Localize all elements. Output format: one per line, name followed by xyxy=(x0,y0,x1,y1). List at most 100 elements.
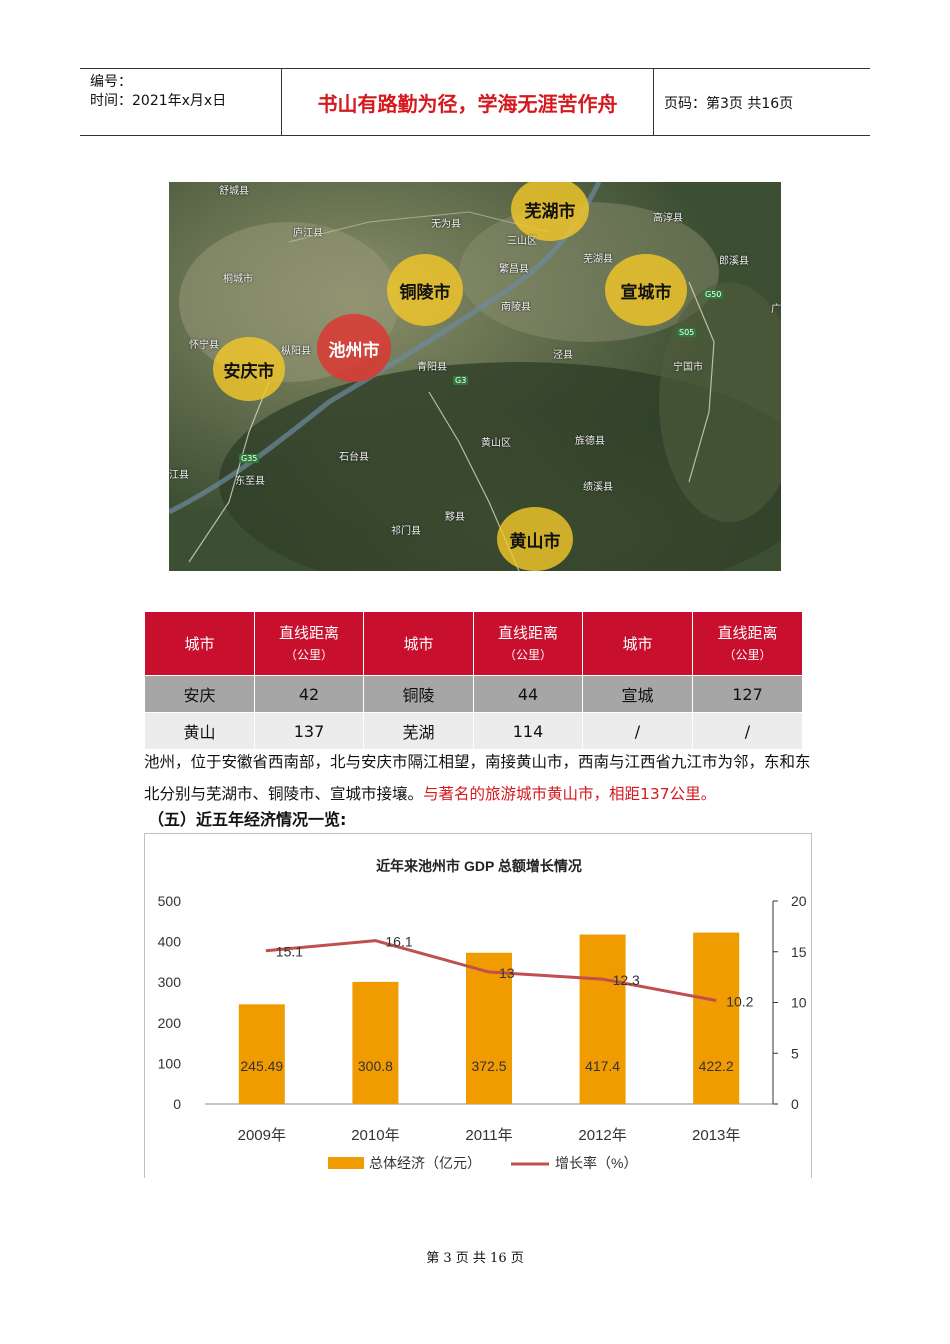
place-label: 芜湖县 xyxy=(583,254,613,265)
location-map: 芜湖市 铜陵市 宣城市 池州市 安庆市 黄山市 舒城县 无为县 高淳县 庐江县 … xyxy=(169,182,781,571)
table-cell: / xyxy=(582,712,693,750)
y-right-tick-label: 20 xyxy=(791,893,807,909)
x-tick-label: 2009年 xyxy=(238,1127,286,1144)
place-label: 南陵县 xyxy=(501,302,531,313)
bar xyxy=(352,981,399,1104)
table-header-row: 城市 直线距离 （公里） 城市 直线距离 （公里） 城市 直线距离 （公里） xyxy=(144,611,803,676)
place-label: 石台县 xyxy=(339,452,369,463)
bar xyxy=(238,1004,285,1104)
y-left-tick-label: 500 xyxy=(158,893,182,909)
location-paragraph: 池州，位于安徽省西南部，北与安庆市隔江相望，南接黄山市，西南与江西省九江市为邻，… xyxy=(144,746,824,810)
table-cell: 42 xyxy=(254,675,364,713)
paragraph-highlight: 与著名的旅游城市黄山市，相距137公里。 xyxy=(423,785,717,803)
col-header-distance: 直线距离 （公里） xyxy=(692,611,803,676)
place-label: 怀宁县 xyxy=(189,340,219,351)
y-left-tick-label: 200 xyxy=(158,1015,182,1031)
bar-data-label: 300.8 xyxy=(358,1058,393,1074)
y-right-tick-label: 10 xyxy=(791,995,807,1011)
table-cell: / xyxy=(692,712,803,750)
city-tongling: 铜陵市 xyxy=(387,254,463,326)
line-data-label: 16.1 xyxy=(385,934,412,950)
y-left-tick-label: 100 xyxy=(158,1055,182,1071)
place-label: 桐城市 xyxy=(223,274,253,285)
y-right-tick-label: 0 xyxy=(791,1096,799,1112)
bar-data-label: 245.49 xyxy=(240,1058,283,1074)
place-label: 繁昌县 xyxy=(499,264,529,275)
page-footer: 第 3 页 共 16 页 xyxy=(426,1251,524,1266)
table-cell: 127 xyxy=(692,675,803,713)
line-data-label: 10.2 xyxy=(726,993,753,1009)
city-huangshan: 黄山市 xyxy=(497,507,573,571)
header-motto: 书山有路勤为径，学海无涯苦作舟 xyxy=(282,69,654,135)
col-header-distance: 直线距离 （公里） xyxy=(473,611,583,676)
place-label: 黄山区 xyxy=(481,438,511,449)
legend-bar-label: 总体经济（亿元） xyxy=(369,1155,481,1171)
bar-data-label: 422.2 xyxy=(699,1058,734,1074)
place-label: 无为县 xyxy=(431,219,461,230)
road-sign: G35 xyxy=(239,454,260,463)
header-info: 编号： 时间：2021年x月x日 xyxy=(80,69,282,135)
x-tick-label: 2011年 xyxy=(465,1127,512,1144)
col-header-city: 城市 xyxy=(582,611,693,676)
line-data-label: 15.1 xyxy=(276,944,303,960)
place-label: 祁门县 xyxy=(391,526,421,537)
chart-title: 近年来池州市 GDP 总额增长情况 xyxy=(376,858,582,874)
legend-bar-swatch xyxy=(328,1157,364,1169)
place-label: 三山区 xyxy=(507,236,537,247)
gdp-chart-svg: 近年来池州市 GDP 总额增长情况 0 100 200 300 400 500 0 5 10 15 2… xyxy=(158,858,807,1171)
gdp-chart: 近年来池州市 GDP 总额增长情况 0 100 200 300 400 500 0 5 10 15 2… xyxy=(144,833,812,1178)
place-label: 绩溪县 xyxy=(583,482,613,493)
bar-data-label: 372.5 xyxy=(471,1058,506,1074)
growth-rate-line xyxy=(265,939,717,1002)
bar-data-label: 417.4 xyxy=(585,1058,620,1074)
city-anqing: 安庆市 xyxy=(213,337,285,401)
col-header-city: 城市 xyxy=(144,611,255,676)
paragraph-text: 池州，位于安徽省西南部，北与安庆市隔江相望，南接黄山市，西南与江西省九江市为邻，… xyxy=(144,753,811,803)
header-page-label: 页码：第3页 共16页 xyxy=(664,96,794,112)
city-xuancheng: 宣城市 xyxy=(605,254,687,326)
y-right-tick-label: 5 xyxy=(791,1045,799,1061)
time-label: 时间：2021年x月x日 xyxy=(90,93,227,109)
place-label: 高淳县 xyxy=(653,213,683,224)
y-right-tick-label: 15 xyxy=(791,944,807,960)
table-cell: 铜陵 xyxy=(363,675,474,713)
col-header-city: 城市 xyxy=(363,611,474,676)
table-row: 安庆 42 铜陵 44 宣城 127 xyxy=(144,675,803,713)
place-label: 江县 xyxy=(169,470,189,481)
city-chizhou: 池州市 xyxy=(317,314,391,382)
table-cell: 宣城 xyxy=(582,675,693,713)
bar xyxy=(466,952,512,1104)
y-left-tick-label: 0 xyxy=(173,1096,181,1112)
road-sign: G3 xyxy=(453,376,469,385)
place-label: 郎溪县 xyxy=(719,256,749,267)
x-tick-label: 2012年 xyxy=(578,1127,626,1144)
x-tick-label: 2013年 xyxy=(692,1127,740,1144)
bar xyxy=(579,934,626,1104)
table-cell: 44 xyxy=(473,675,583,713)
table-cell: 芜湖 xyxy=(363,712,474,750)
table-cell: 黄山 xyxy=(144,712,255,750)
place-label: 广 xyxy=(771,304,781,315)
road-sign: G50 xyxy=(703,290,724,299)
map-terrain xyxy=(169,182,781,571)
section-heading: （五）近五年经济情况一览: xyxy=(148,810,347,829)
road-sign: S05 xyxy=(677,328,697,337)
legend-line-label: 增长率（%） xyxy=(555,1155,637,1171)
table-cell: 安庆 xyxy=(144,675,255,713)
number-label: 编号： xyxy=(90,74,132,90)
table-cell: 114 xyxy=(473,712,583,750)
table-row: 黄山 137 芜湖 114 / / xyxy=(144,712,803,750)
line-data-label: 12.3 xyxy=(613,972,640,988)
place-label: 泾县 xyxy=(553,350,573,361)
place-label: 庐江县 xyxy=(293,228,323,239)
distance-table: 城市 直线距离 （公里） 城市 直线距离 （公里） 城市 直线距离 （公里） 安庆 4… xyxy=(144,611,803,750)
x-tick-label: 2010年 xyxy=(351,1127,399,1144)
place-label: 枞阳县 xyxy=(281,346,311,357)
place-label: 青阳县 xyxy=(417,362,447,373)
place-label: 黟县 xyxy=(445,512,465,523)
place-label: 旌德县 xyxy=(575,436,605,447)
city-wuhu: 芜湖市 xyxy=(511,182,589,241)
place-label: 宁国市 xyxy=(673,362,703,373)
place-label: 东至县 xyxy=(235,476,265,487)
page-header: 编号： 时间：2021年x月x日 书山有路勤为径，学海无涯苦作舟 页码：第3页 … xyxy=(80,68,870,136)
